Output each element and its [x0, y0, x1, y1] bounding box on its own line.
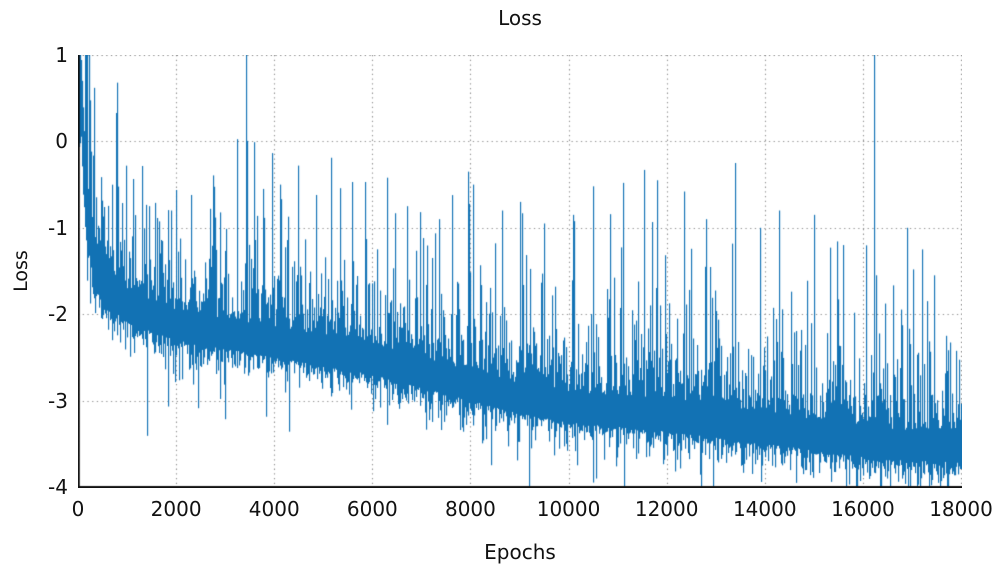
x-tick-label: 6000	[346, 497, 398, 521]
y-tick-label: 1	[55, 43, 68, 67]
x-tick-label: 4000	[248, 497, 300, 521]
chart-title: Loss	[498, 6, 542, 30]
y-tick-label: -2	[48, 302, 68, 327]
x-tick-label: 14000	[732, 497, 797, 521]
plot-area	[78, 55, 962, 488]
x-tick-label: 10000	[536, 497, 601, 521]
y-tick-label: 0	[55, 129, 68, 154]
y-tick-label: -1	[48, 215, 68, 240]
y-axis-label: Loss	[10, 250, 32, 292]
x-tick-label: 12000	[634, 497, 699, 521]
x-tick-label: 18000	[929, 497, 993, 521]
x-tick-label: 8000	[444, 497, 496, 521]
y-tick-label: -3	[48, 388, 68, 413]
x-tick-label: 16000	[831, 497, 895, 521]
y-tick-label: -4	[48, 475, 68, 499]
x-tick-label: 0	[71, 497, 85, 521]
x-axis-label: Epochs	[484, 540, 556, 564]
loss-curve-canvas	[78, 55, 962, 488]
x-tick-label: 2000	[150, 497, 202, 521]
